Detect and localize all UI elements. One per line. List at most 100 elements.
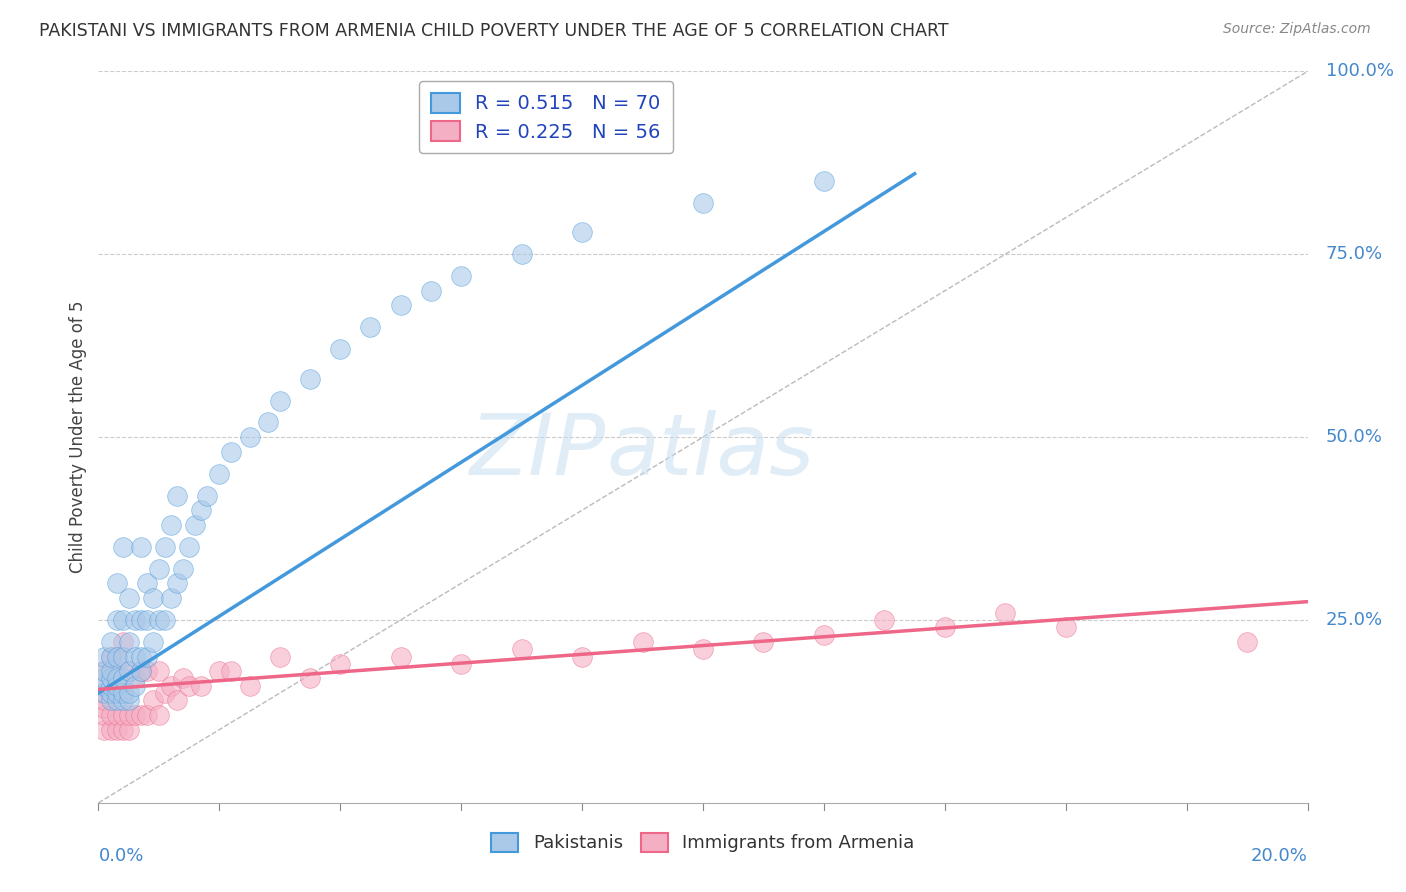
Point <box>510 642 533 657</box>
Point <box>111 649 134 664</box>
Point <box>118 686 141 700</box>
Point <box>124 672 146 686</box>
Text: atlas: atlas <box>606 410 814 493</box>
Point <box>111 672 134 686</box>
Point <box>105 649 128 664</box>
Point <box>93 649 115 664</box>
Point <box>329 343 352 357</box>
Point <box>129 649 152 664</box>
Y-axis label: Child Poverty Under the Age of 5: Child Poverty Under the Age of 5 <box>69 301 87 574</box>
Point <box>160 679 183 693</box>
Point <box>148 562 170 576</box>
Point <box>93 708 115 723</box>
Point <box>93 664 115 678</box>
Point <box>100 686 122 700</box>
Point <box>129 540 152 554</box>
Text: PAKISTANI VS IMMIGRANTS FROM ARMENIA CHILD POVERTY UNDER THE AGE OF 5 CORRELATIO: PAKISTANI VS IMMIGRANTS FROM ARMENIA CHI… <box>39 22 949 40</box>
Point <box>100 649 122 664</box>
Point <box>105 723 128 737</box>
Point <box>195 489 218 503</box>
Point <box>153 540 176 554</box>
Text: 25.0%: 25.0% <box>1326 611 1384 629</box>
Point <box>221 444 243 458</box>
Point <box>105 576 128 591</box>
Point <box>153 613 176 627</box>
Point <box>221 664 243 678</box>
Point <box>190 679 212 693</box>
Point <box>148 664 170 678</box>
Point <box>166 576 188 591</box>
Point <box>571 225 593 239</box>
Point <box>100 693 122 707</box>
Point <box>692 196 714 211</box>
Point <box>111 708 134 723</box>
Point <box>329 657 352 671</box>
Point <box>172 672 194 686</box>
Point <box>184 517 207 532</box>
Point <box>160 517 183 532</box>
Point <box>142 591 165 605</box>
Point <box>631 635 654 649</box>
Point <box>100 679 122 693</box>
Point <box>111 723 134 737</box>
Point <box>450 269 472 284</box>
Point <box>93 672 115 686</box>
Point <box>100 686 122 700</box>
Point <box>994 606 1017 620</box>
Point <box>111 540 134 554</box>
Point <box>153 686 176 700</box>
Point <box>360 320 382 334</box>
Point <box>93 679 115 693</box>
Point <box>118 664 141 678</box>
Point <box>510 247 533 261</box>
Point <box>124 649 146 664</box>
Point <box>124 613 146 627</box>
Point <box>571 649 593 664</box>
Point <box>179 679 201 693</box>
Point <box>111 686 134 700</box>
Text: 0.0%: 0.0% <box>98 847 143 864</box>
Point <box>118 693 141 707</box>
Point <box>118 635 141 649</box>
Point <box>692 642 714 657</box>
Point <box>389 649 412 664</box>
Point <box>105 693 128 707</box>
Point <box>166 693 188 707</box>
Point <box>813 627 835 641</box>
Point <box>135 649 157 664</box>
Text: ZIP: ZIP <box>470 410 606 493</box>
Point <box>299 371 322 385</box>
Text: 75.0%: 75.0% <box>1326 245 1384 263</box>
Point <box>135 576 157 591</box>
Point <box>118 664 141 678</box>
Point <box>105 708 128 723</box>
Point <box>100 649 122 664</box>
Point <box>239 679 262 693</box>
Point <box>1236 635 1258 649</box>
Point <box>105 672 128 686</box>
Point <box>148 708 170 723</box>
Text: 100.0%: 100.0% <box>1326 62 1393 80</box>
Point <box>118 723 141 737</box>
Point <box>111 613 134 627</box>
Point <box>179 540 201 554</box>
Point <box>100 664 122 678</box>
Legend: Pakistanis, Immigrants from Armenia: Pakistanis, Immigrants from Armenia <box>484 826 922 860</box>
Point <box>129 664 152 678</box>
Point <box>190 503 212 517</box>
Point <box>208 467 231 481</box>
Point <box>100 723 122 737</box>
Point <box>93 723 115 737</box>
Point <box>160 591 183 605</box>
Point <box>135 613 157 627</box>
Point <box>93 664 115 678</box>
Point <box>450 657 472 671</box>
Point <box>269 393 291 408</box>
Point <box>142 635 165 649</box>
Point <box>420 284 443 298</box>
Point <box>129 708 152 723</box>
Point <box>111 635 134 649</box>
Point <box>111 693 134 707</box>
Point <box>100 708 122 723</box>
Point <box>172 562 194 576</box>
